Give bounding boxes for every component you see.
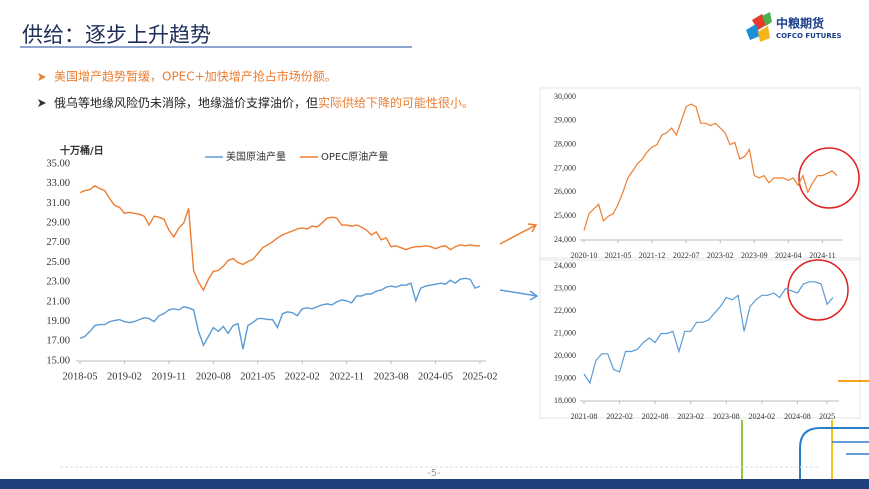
x-tick-label: 2023-02: [707, 251, 734, 260]
arrow: [499, 223, 538, 245]
y-tick-label: 17.00: [46, 336, 70, 347]
x-tick-label: 2025: [819, 412, 835, 421]
y-tick-label: 26,000: [554, 187, 576, 196]
y-tick-label: 18,000: [554, 396, 576, 405]
y-tick-label: 20,000: [554, 351, 576, 360]
x-tick-label: 2023-02: [677, 412, 704, 421]
logo-shape: [762, 12, 772, 26]
y-tick-label: 19.00: [46, 316, 70, 327]
x-tick-label: 2023-08: [374, 371, 409, 382]
y-tick-label: 21.00: [46, 296, 70, 307]
y-tick-label: 28,000: [554, 139, 576, 148]
x-tick-label: 2024-08: [784, 412, 811, 421]
bullet-highlight: 实际供给下降的可能性很小。: [318, 95, 474, 110]
x-tick-label: 2021-08: [571, 412, 598, 421]
x-tick-label: 2023-09: [741, 251, 768, 260]
x-tick-label: 2023-08: [713, 412, 740, 421]
series-line: [79, 184, 480, 292]
y-tick-label: 29,000: [554, 116, 576, 125]
x-tick-label: 2025-02: [463, 371, 498, 382]
bullet-text: 俄乌等地缘风险仍未消除，地缘溢价支撑油价，但实际供给下降的可能性很小。: [54, 95, 474, 110]
bullet-icon: [38, 73, 46, 81]
y-tick-label: 35.00: [46, 158, 70, 169]
x-tick-label: 2019-02: [107, 371, 142, 382]
x-tick-label: 2022-07: [673, 251, 700, 260]
arrow: [499, 289, 539, 301]
footer-bar: [0, 479, 869, 489]
y-tick-label: 25.00: [46, 257, 70, 268]
bullet-text-part: 俄乌等地缘风险仍未消除，地缘溢价支撑油价，但: [54, 95, 318, 110]
x-tick-label: 2022-02: [285, 371, 320, 382]
y-tick-label: 25,000: [554, 211, 576, 220]
x-tick-label: 2022-08: [642, 412, 669, 421]
slide-title: 供给：逐步上升趋势: [22, 23, 211, 47]
y-tick-label: 31.00: [46, 198, 70, 209]
x-tick-label: 2019-11: [152, 371, 187, 382]
logo-english: COFCO FUTURES: [776, 32, 842, 40]
chart-frame: [539, 257, 861, 419]
y-tick-label: 27,000: [554, 163, 576, 172]
x-tick-label: 2021-12: [639, 251, 666, 260]
x-tick-label: 2020-10: [571, 251, 598, 260]
series-line: [583, 281, 834, 385]
legend-label: 美国原油产量: [226, 150, 286, 163]
bullet-text: 美国增产趋势暂缓，OPEC+加快增产抢占市场份额。: [54, 69, 337, 84]
x-tick-label: 2024-05: [418, 371, 453, 382]
logo-name: 中粮期货: [776, 16, 824, 31]
y-tick-label: 30,000: [554, 92, 576, 101]
logo-shape: [758, 26, 770, 42]
y-tick-label: 19,000: [554, 373, 576, 382]
chart-frame: [539, 87, 861, 261]
decor-line: [832, 441, 869, 455]
x-tick-label: 2024-04: [775, 251, 802, 260]
y-tick-label: 29.00: [46, 218, 70, 229]
highlight-circle: [787, 259, 849, 321]
y-axis-label: 十万桶/日: [60, 144, 104, 157]
x-tick-label: 2024-11: [809, 251, 835, 260]
series-line: [583, 103, 838, 231]
legend-label: OPEC原油产量: [321, 150, 388, 163]
y-tick-label: 24,000: [554, 261, 576, 270]
y-tick-label: 22,000: [554, 306, 576, 315]
logo: 中粮期货 COFCO FUTURES: [746, 12, 842, 42]
x-tick-label: 2021-05: [605, 251, 632, 260]
x-tick-label: 2024-02: [749, 412, 776, 421]
x-tick-label: 2022-02: [606, 412, 633, 421]
y-tick-label: 23,000: [554, 283, 576, 292]
y-tick-label: 24,000: [554, 235, 576, 244]
logo-shape: [746, 24, 760, 40]
y-tick-label: 21,000: [554, 328, 576, 337]
bullet-icon: [38, 99, 46, 107]
highlight-circle: [798, 147, 860, 209]
page-number: -5-: [427, 468, 441, 479]
y-tick-label: 33.00: [46, 178, 70, 189]
y-tick-label: 15.00: [46, 355, 70, 366]
series-line: [79, 277, 481, 350]
decor-line: [799, 427, 869, 480]
x-tick-label: 2020-08: [196, 371, 231, 382]
x-tick-label: 2021-05: [240, 371, 275, 382]
x-tick-label: 2018-05: [63, 371, 98, 382]
y-tick-label: 23.00: [46, 277, 70, 288]
x-tick-label: 2022-11: [329, 371, 364, 382]
y-tick-label: 27.00: [46, 237, 70, 248]
